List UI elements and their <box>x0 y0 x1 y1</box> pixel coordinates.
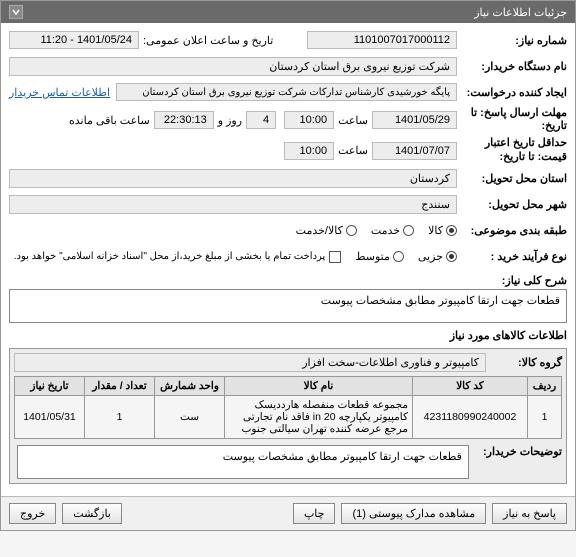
panel-header: جزئیات اطلاعات نیاز <box>1 1 575 23</box>
th-qty: تعداد / مقدار <box>85 376 155 395</box>
topic-radio-service[interactable] <box>403 225 414 236</box>
exit-button[interactable]: خروج <box>9 503 56 524</box>
buytype-radio-medium[interactable] <box>393 251 404 262</box>
remain-word: ساعت باقی مانده <box>65 114 154 127</box>
buytype-label: نوع فرآیند خرید : <box>457 250 567 263</box>
panel-title: جزئیات اطلاعات نیاز <box>474 6 567 19</box>
province-label: استان محل تحویل: <box>457 172 567 185</box>
items-table: ردیف کد کالا نام کالا واحد شمارش تعداد /… <box>14 376 562 439</box>
validity-date: 1401/07/07 <box>372 142 457 160</box>
th-unit: واحد شمارش <box>155 376 225 395</box>
treasury-checkbox[interactable] <box>329 251 341 263</box>
buyer-notes-label: توضیحات خریدار: <box>472 445 562 458</box>
validity-time: 10:00 <box>284 142 334 160</box>
topic-radio-both[interactable] <box>346 225 357 236</box>
cell-name: مجموعه قطعات منفصله هارددیسک کامپیوتر یک… <box>225 395 413 438</box>
print-button[interactable]: چاپ <box>293 503 336 524</box>
buytype-radio-group: جزیی متوسط <box>355 250 457 263</box>
topic-radio-group: کالا خدمت کالا/خدمت <box>296 224 457 237</box>
group-value: کامپیوتر و فناوری اطلاعات-سخت افزار <box>14 353 486 372</box>
cell-unit: ست <box>155 395 225 438</box>
days-word: روز و <box>214 114 246 127</box>
buyer-value: شرکت توزیع نیروی برق استان کردستان <box>9 57 457 76</box>
cell-qty: 1 <box>85 395 155 438</box>
remain-time: 22:30:13 <box>154 111 214 129</box>
time-word-2: ساعت <box>334 144 372 157</box>
desc-text: قطعات جهت ارتقا کامپیوتر مطابق مشخصات پی… <box>9 289 567 323</box>
back-button[interactable]: بازگشت <box>62 503 122 524</box>
footer: پاسخ به نیاز مشاهده مدارک پیوستی (1) چاپ… <box>1 496 575 530</box>
need-no-value: 1101007017000112 <box>307 31 457 49</box>
items-title: اطلاعات کالاهای مورد نیاز <box>9 329 567 342</box>
desc-label: شرح کلی نیاز: <box>9 274 567 287</box>
announce-label: تاریخ و ساعت اعلان عمومی: <box>139 34 277 47</box>
creator-value: پایگه خورشیدی کارشناس تدارکات شرکت توزیع… <box>116 83 457 101</box>
topic-label: طبقه بندی موضوعی: <box>457 224 567 237</box>
cell-row: 1 <box>528 395 562 438</box>
th-row: ردیف <box>528 376 562 395</box>
treasury-note: پرداخت تمام یا بخشی از مبلغ خرید،از محل … <box>14 251 326 262</box>
topic-radio-goods[interactable] <box>446 225 457 236</box>
reply-button[interactable]: پاسخ به نیاز <box>492 503 567 524</box>
deadline-date: 1401/05/29 <box>372 111 457 129</box>
deadline-time: 10:00 <box>284 111 334 129</box>
deadline-label: مهلت ارسال پاسخ: تا تاریخ: <box>457 107 567 133</box>
announce-value: 1401/05/24 - 11:20 <box>9 31 139 49</box>
creator-label: ایجاد کننده درخواست: <box>457 86 567 99</box>
attachments-button[interactable]: مشاهده مدارک پیوستی (1) <box>341 503 486 524</box>
days-count: 4 <box>246 111 276 129</box>
cell-date: 1401/05/31 <box>15 395 85 438</box>
th-name: نام کالا <box>225 376 413 395</box>
group-label: گروه کالا: <box>492 356 562 369</box>
buyer-notes: قطعات جهت ارتقا کامپیوتر مطابق مشخصات پی… <box>17 445 469 479</box>
validity-label: حداقل تاریخ اعتبار قیمت: تا تاریخ: <box>457 137 567 163</box>
contact-link[interactable]: اطلاعات تماس خریدار <box>9 86 110 99</box>
city-label: شهر محل تحویل: <box>457 198 567 211</box>
buyer-label: نام دستگاه خریدار: <box>457 60 567 73</box>
table-row: 1 4231180990240002 مجموعه قطعات منفصله ه… <box>15 395 562 438</box>
need-no-label: شماره نیاز: <box>457 34 567 47</box>
buytype-radio-minor[interactable] <box>446 251 457 262</box>
cell-code: 4231180990240002 <box>413 395 528 438</box>
th-date: تاریخ نیاز <box>15 376 85 395</box>
collapse-button[interactable] <box>9 5 23 19</box>
th-code: کد کالا <box>413 376 528 395</box>
province-value: کردستان <box>9 169 457 188</box>
city-value: سنندج <box>9 195 457 214</box>
time-word-1: ساعت <box>334 114 372 127</box>
